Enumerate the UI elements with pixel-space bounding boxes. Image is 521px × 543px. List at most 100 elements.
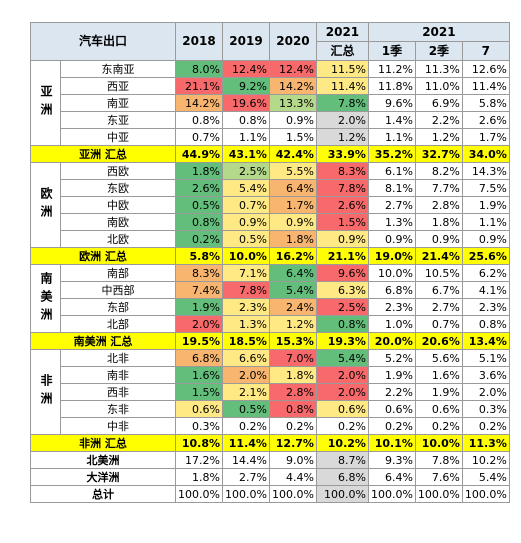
period-header: 7: [461, 41, 510, 61]
table-row: 非洲 北非 6.8% 6.6% 7.0% 5.4% 5.2% 5.6% 5.1%: [30, 349, 510, 435]
period-header: 1季: [367, 41, 416, 61]
total-cell: 34.0%: [461, 145, 510, 163]
table-row: 南欧 0.8% 0.9% 0.9% 1.5% 1.3% 1.8% 1.1%: [31, 213, 510, 231]
table-row: 南亚 14.2% 19.6% 13.3% 7.8% 9.6% 6.9% 5.8%: [31, 94, 510, 112]
value-cell: 4.4%: [268, 468, 317, 486]
value-cell: 0.3%: [175, 417, 223, 435]
total-cell: 5.8%: [175, 247, 223, 265]
value-cell: 1.5%: [315, 213, 369, 231]
total-cell: 12.7%: [268, 434, 317, 452]
value-cell: 0.8%: [175, 111, 223, 129]
region-name: 大洋洲: [30, 468, 176, 486]
table-row: 大洋洲 1.8% 2.7% 4.4% 6.8% 6.4% 7.6% 5.4%: [30, 468, 510, 486]
value-cell: 0.2%: [175, 230, 223, 248]
period-header: 2季: [414, 41, 463, 61]
total-cell: 18.5%: [222, 332, 270, 350]
total-cell: 11.4%: [222, 434, 270, 452]
subregion-name: 东欧: [60, 179, 176, 197]
value-cell: 7.8%: [222, 281, 270, 299]
value-cell: 0.9%: [268, 213, 317, 231]
table-row: 北美洲 17.2% 14.4% 9.0% 8.7% 9.3% 7.8% 10.2%: [30, 451, 510, 469]
region-total-label: 亚洲 汇总: [30, 145, 176, 163]
region-name: 欧洲: [30, 162, 61, 248]
value-cell: 0.9%: [414, 230, 463, 248]
table-row: 西亚 21.1% 9.2% 14.2% 11.4% 11.8% 11.0% 11.4%: [31, 77, 510, 95]
value-cell: 12.4%: [268, 60, 317, 78]
value-cell: 11.2%: [367, 60, 416, 78]
value-cell: 7.8%: [414, 451, 463, 469]
value-cell: 2.0%: [461, 383, 510, 401]
total-cell: 43.1%: [222, 145, 270, 163]
value-cell: 1.5%: [268, 128, 317, 146]
value-cell: 0.6%: [175, 400, 223, 418]
value-cell: 10.0%: [367, 264, 416, 282]
subregion-name: 中亚: [60, 128, 176, 146]
total-cell: 15.3%: [268, 332, 317, 350]
value-cell: 0.6%: [414, 400, 463, 418]
total-cell: 44.9%: [175, 145, 223, 163]
value-cell: 7.4%: [175, 281, 223, 299]
value-cell: 0.2%: [315, 417, 369, 435]
value-cell: 2.5%: [315, 298, 369, 316]
value-cell: 6.4%: [268, 179, 317, 197]
table-row: 南美洲 汇总 19.5% 18.5% 15.3% 19.3% 20.0% 20.6% 13.4…: [30, 332, 510, 350]
value-cell: 0.5%: [222, 400, 270, 418]
value-cell: 6.2%: [461, 264, 510, 282]
subregion-name: 西欧: [60, 162, 176, 180]
total-cell: 10.1%: [367, 434, 416, 452]
subregion-name: 东部: [60, 298, 176, 316]
ytd-year-header: 2021: [315, 22, 369, 42]
value-cell: 0.5%: [222, 230, 270, 248]
table-row: 欧洲 西欧 1.8% 2.5% 5.5% 8.3% 6.1% 8.2% 14.3%: [30, 162, 510, 248]
value-cell: 1.8%: [268, 366, 317, 384]
value-cell: 4.1%: [461, 281, 510, 299]
region-name: 南美洲: [30, 264, 61, 333]
table-row: 北部 2.0% 1.3% 1.2% 0.8% 1.0% 0.7% 0.8%: [31, 315, 510, 333]
value-cell: 100.0%: [315, 485, 369, 503]
value-cell: 1.3%: [367, 213, 416, 231]
value-cell: 8.3%: [315, 162, 369, 180]
subregion-name: 中西部: [60, 281, 176, 299]
year-header: 2019: [222, 22, 270, 61]
value-cell: 12.6%: [461, 60, 510, 78]
value-cell: 5.4%: [315, 349, 369, 367]
value-cell: 2.7%: [367, 196, 416, 214]
total-cell: 16.2%: [268, 247, 317, 265]
value-cell: 0.5%: [175, 196, 223, 214]
value-cell: 0.2%: [414, 417, 463, 435]
value-cell: 2.0%: [175, 315, 223, 333]
value-cell: 2.8%: [268, 383, 317, 401]
total-cell: 10.0%: [222, 247, 270, 265]
table-row: 东非 0.6% 0.5% 0.8% 0.6% 0.6% 0.6% 0.3%: [31, 400, 510, 418]
value-cell: 1.8%: [175, 468, 223, 486]
value-cell: 8.7%: [315, 451, 369, 469]
table-row: 欧洲 汇总 5.8% 10.0% 16.2% 21.1% 19.0% 21.4% 25.6%: [30, 247, 510, 265]
value-cell: 2.3%: [367, 298, 416, 316]
value-cell: 100.0%: [461, 485, 510, 503]
subregion-name: 西非: [60, 383, 176, 401]
value-cell: 5.1%: [461, 349, 510, 367]
value-cell: 14.2%: [268, 77, 317, 95]
value-cell: 9.6%: [315, 264, 369, 282]
value-cell: 0.8%: [268, 400, 317, 418]
table-row: 东欧 2.6% 5.4% 6.4% 7.8% 8.1% 7.7% 7.5%: [31, 179, 510, 197]
table-row: 中亚 0.7% 1.1% 1.5% 1.2% 1.1% 1.2% 1.7%: [31, 128, 510, 146]
year-header: 2018: [175, 22, 223, 61]
value-cell: 21.1%: [175, 77, 223, 95]
table-row: 中西部 7.4% 7.8% 5.4% 6.3% 6.8% 6.7% 4.1%: [31, 281, 510, 299]
value-cell: 100.0%: [367, 485, 416, 503]
value-cell: 2.0%: [315, 111, 369, 129]
value-cell: 100.0%: [222, 485, 270, 503]
grand-total-label: 总计: [30, 485, 176, 503]
value-cell: 2.1%: [222, 383, 270, 401]
value-cell: 8.2%: [414, 162, 463, 180]
value-cell: 8.3%: [175, 264, 223, 282]
value-cell: 2.2%: [367, 383, 416, 401]
value-cell: 8.1%: [367, 179, 416, 197]
subregion-name: 北部: [60, 315, 176, 333]
total-cell: 10.0%: [414, 434, 463, 452]
total-cell: 21.1%: [315, 247, 369, 265]
value-cell: 0.2%: [461, 417, 510, 435]
value-cell: 6.9%: [414, 94, 463, 112]
